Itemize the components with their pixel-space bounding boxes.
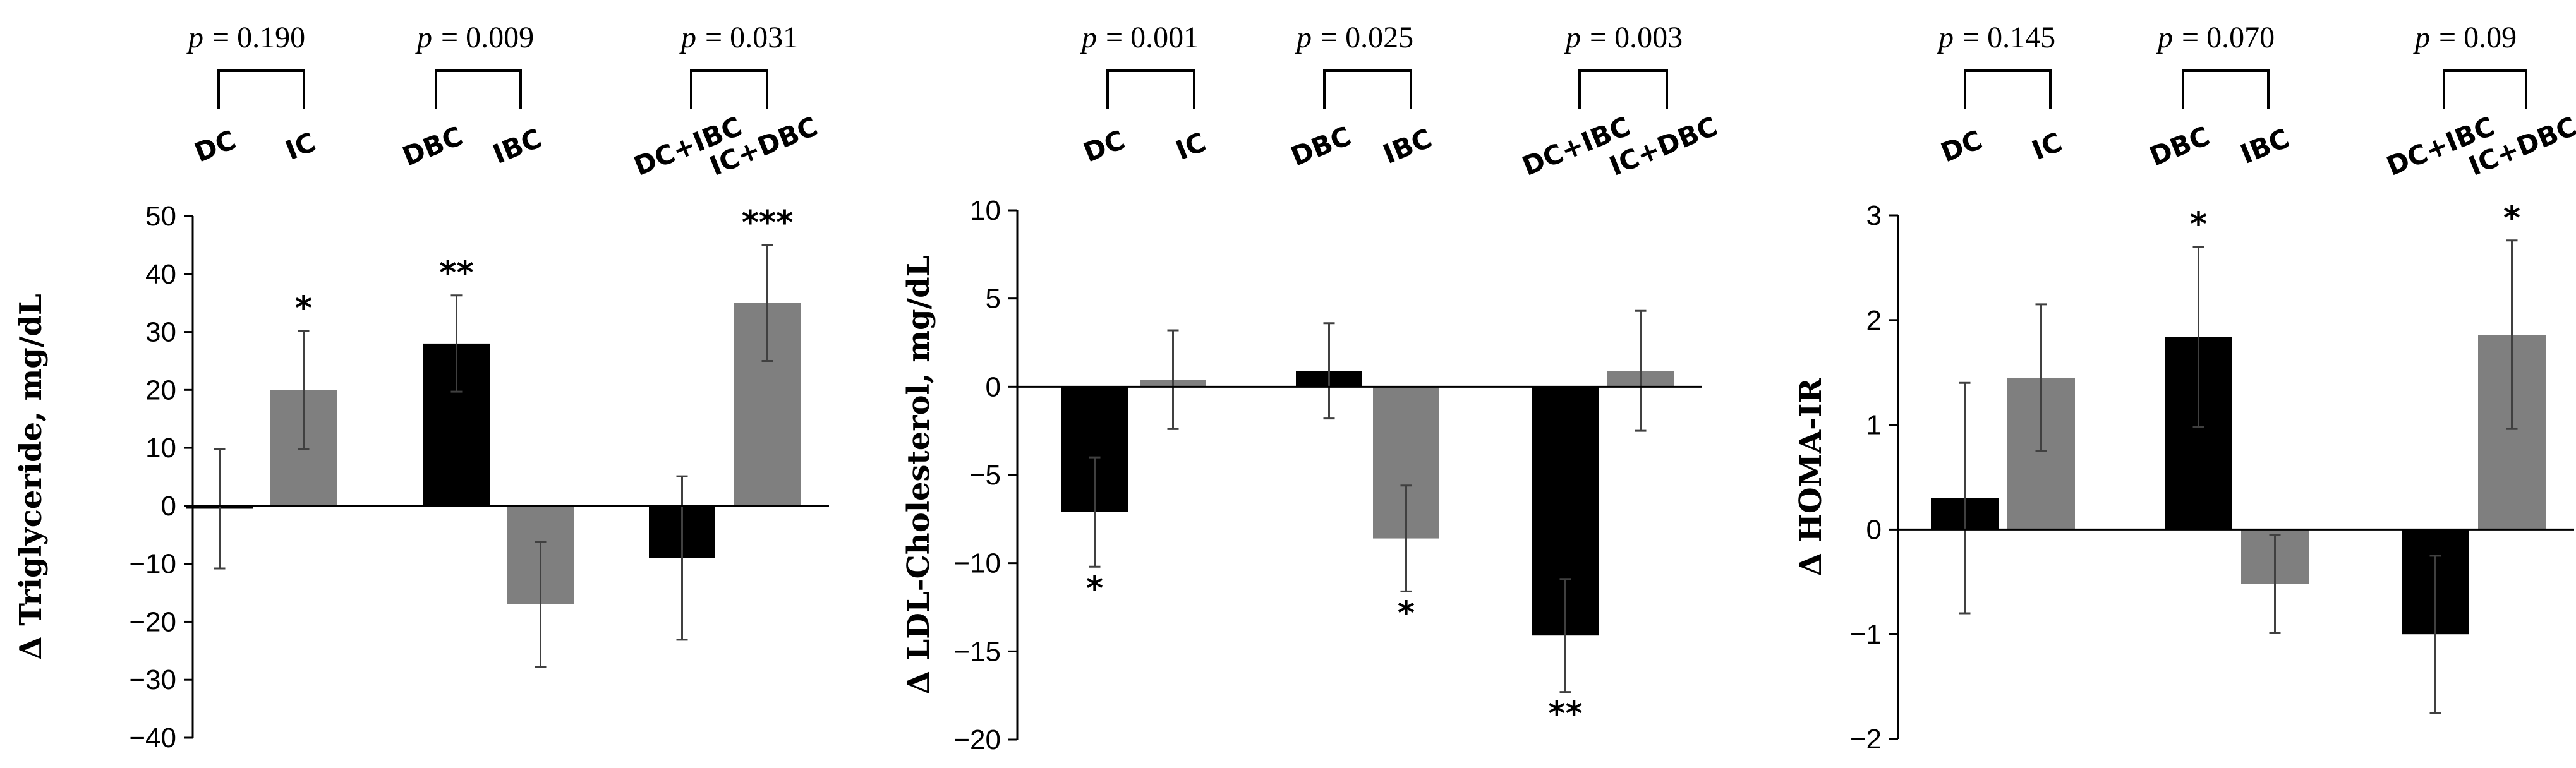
- comparison-bracket: [1323, 69, 1412, 109]
- category-label: IBC: [488, 123, 546, 170]
- significance-mark: *: [295, 290, 312, 328]
- p-value-label: p = 0.001: [1080, 21, 1199, 54]
- comparison-bracket: [1578, 69, 1668, 109]
- y-tick-label: 40: [145, 259, 176, 290]
- category-label: DBC: [398, 121, 467, 172]
- y-tick-label: −15: [953, 636, 1001, 667]
- y-axis-title: Δ Triglyceride, mg/dL: [13, 294, 49, 659]
- comparison-bracket: [435, 69, 522, 109]
- p-value: = 0.070: [2182, 21, 2275, 54]
- category-label: IC: [1171, 126, 1210, 166]
- y-tick-label: −5: [969, 460, 1001, 491]
- y-tick-label: −2: [1850, 724, 1882, 755]
- significance-mark: **: [1548, 695, 1582, 733]
- comparison-bracket: [2182, 69, 2270, 109]
- p-symbol: p: [186, 21, 203, 54]
- comparison-bracket: [1964, 69, 2052, 109]
- y-tick-label: 0: [161, 491, 176, 522]
- p-value-label: p = 0.09: [2413, 21, 2517, 54]
- category-label: IBC: [2236, 123, 2294, 170]
- p-value-label: p = 0.025: [1295, 21, 1413, 54]
- p-value-label: p = 0.145: [1937, 21, 2055, 54]
- y-tick-label: 10: [970, 195, 1001, 226]
- y-axis-title: Δ LDL-Cholesterol, mg/dL: [901, 256, 936, 695]
- p-value: = 0.025: [1321, 21, 1413, 54]
- p-value: = 0.003: [1590, 21, 1683, 54]
- comparison-bracket: [690, 69, 768, 109]
- p-symbol: p: [1937, 21, 1954, 54]
- y-tick-label: −1: [1850, 619, 1882, 650]
- p-value: = 0.009: [441, 21, 534, 54]
- p-value-label: p = 0.070: [2156, 21, 2275, 54]
- y-tick-label: 10: [145, 433, 176, 464]
- comparison-bracket: [1106, 69, 1195, 109]
- significance-mark: **: [439, 255, 473, 292]
- p-value-label: p = 0.009: [415, 21, 534, 54]
- significance-mark: *: [1086, 570, 1103, 608]
- y-tick-label: 1: [1866, 410, 1882, 441]
- category-label: DC: [1937, 124, 1986, 169]
- significance-mark: *: [2190, 206, 2207, 244]
- significance-mark: *: [1398, 594, 1415, 632]
- y-tick-label: 2: [1866, 305, 1882, 336]
- category-label: DBC: [1286, 121, 1355, 172]
- chart-panel-1: 50 40 30 20 10 0 −10 −20 −30 −40 Δ Triglyceride, m…: [13, 21, 829, 753]
- y-tick-label: −10: [129, 549, 176, 580]
- p-value-label: p = 0.031: [679, 21, 798, 54]
- category-label: DC: [1079, 124, 1129, 169]
- significance-mark: *: [2503, 200, 2520, 237]
- y-tick-label: 30: [145, 317, 176, 348]
- p-value-label: p = 0.003: [1564, 21, 1683, 54]
- comparison-bracket: [2443, 69, 2527, 109]
- p-value: = 0.09: [2439, 21, 2517, 54]
- y-tick-label: 0: [986, 371, 1001, 402]
- comparison-bracket: [217, 69, 305, 109]
- category-label: DBC: [2145, 121, 2214, 172]
- p-symbol: p: [2156, 21, 2173, 54]
- category-label: IC: [2028, 126, 2066, 166]
- p-value: = 0.145: [1962, 21, 2055, 54]
- y-tick-label: −20: [129, 606, 176, 637]
- y-tick-label: 20: [145, 375, 176, 405]
- y-tick-label: −30: [129, 664, 176, 695]
- p-value-label: p = 0.190: [186, 21, 305, 54]
- p-value: = 0.031: [705, 21, 798, 54]
- p-value: = 0.190: [212, 21, 305, 54]
- y-tick-label: 5: [986, 284, 1001, 315]
- p-symbol: p: [1564, 21, 1581, 54]
- significance-mark: ***: [742, 204, 794, 242]
- y-tick-label: −10: [953, 548, 1001, 579]
- p-value: = 0.001: [1106, 21, 1199, 54]
- category-label: DC: [190, 124, 240, 169]
- y-tick-label: −20: [953, 724, 1001, 755]
- y-tick-label: 0: [1866, 514, 1882, 545]
- y-tick-label: 3: [1866, 200, 1882, 231]
- y-tick-label: −40: [129, 723, 176, 753]
- p-symbol: p: [2413, 21, 2430, 54]
- p-symbol: p: [679, 21, 696, 54]
- p-symbol: p: [1295, 21, 1312, 54]
- category-label: IC: [281, 126, 320, 166]
- y-tick-label: 50: [145, 201, 176, 232]
- category-label: IBC: [1379, 123, 1436, 170]
- y-axis-title: Δ HOMA-IR: [1793, 378, 1829, 577]
- p-symbol: p: [1080, 21, 1097, 54]
- p-symbol: p: [415, 21, 432, 54]
- chart-panel-2: 10 5 0 −5 −10 −15 −20 Δ LDL-Cholesterol, mg/dL *…: [901, 21, 1722, 755]
